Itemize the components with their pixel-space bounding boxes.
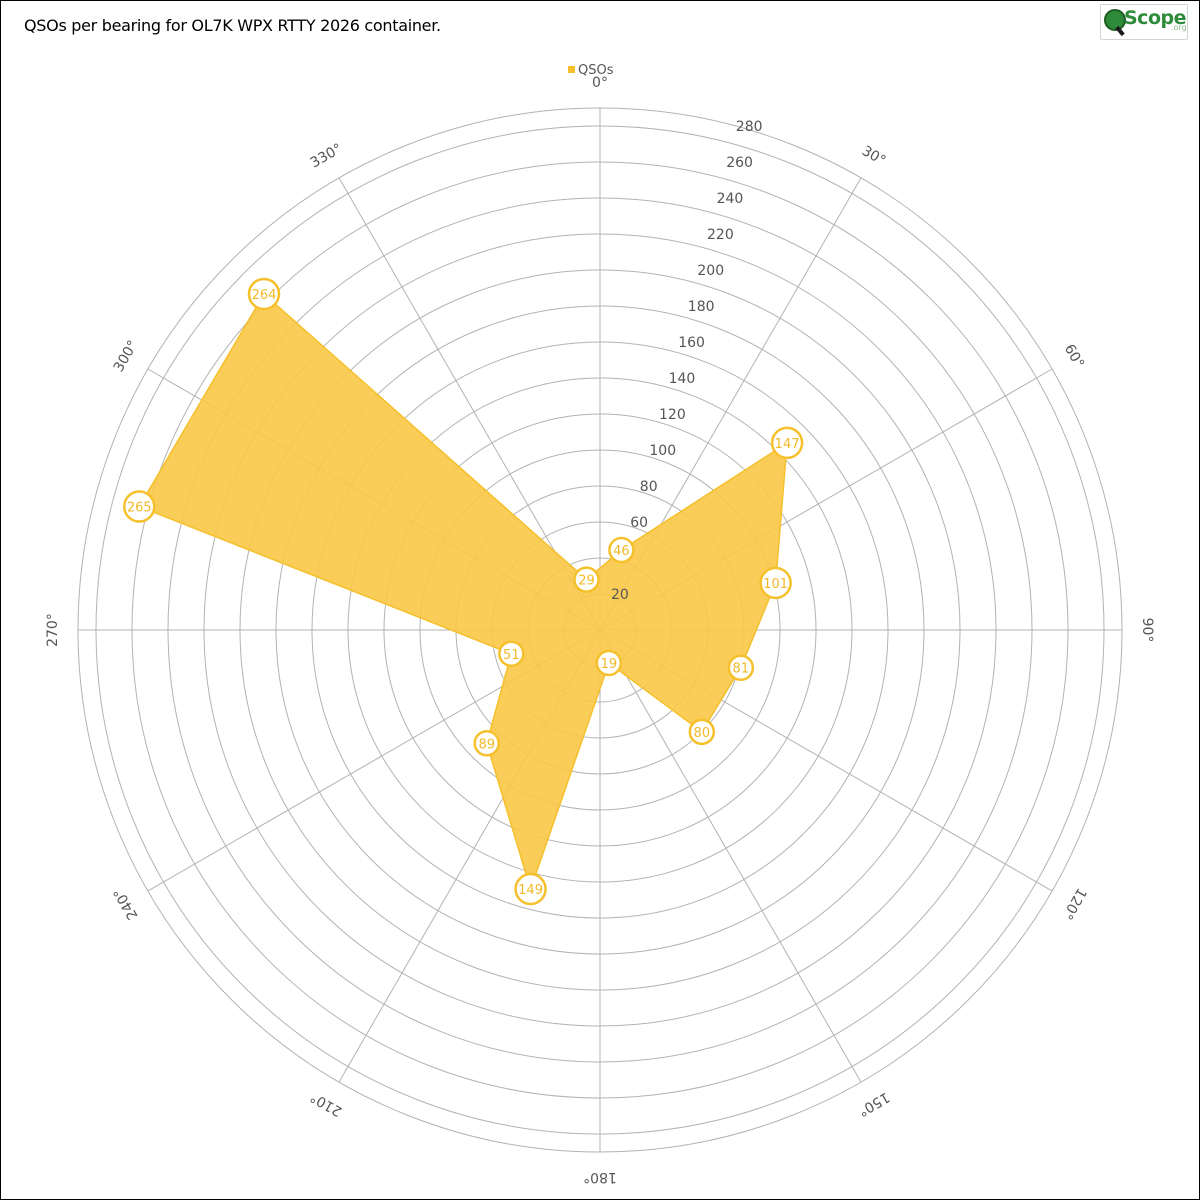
radial-tick-label: 280	[736, 119, 763, 135]
qscope-logo[interactable]: Scope .org	[1100, 4, 1188, 40]
angle-tick-label: 150°	[855, 1089, 892, 1120]
data-point-label: 265	[127, 501, 152, 516]
data-markers: 46 147 101 81 80 19 149 89 51 265 264 29	[123, 277, 804, 906]
chart-title: QSOs per bearing for OL7K WPX RTTY 2026 …	[24, 16, 441, 35]
radial-tick-label: 260	[726, 155, 753, 171]
radial-tick-label: 220	[707, 227, 734, 243]
legend[interactable]: QSOs	[568, 63, 614, 78]
data-point-marker[interactable]	[759, 566, 792, 600]
data-point-label: 147	[775, 437, 800, 452]
data-point-label: 81	[733, 662, 750, 677]
radial-tick-label: 120	[659, 407, 686, 423]
data-point-marker[interactable]	[595, 649, 623, 677]
angle-tick-label: 270°	[45, 613, 61, 647]
angle-tick-label: 180°	[583, 1169, 617, 1185]
radial-tick-label: 200	[697, 263, 724, 279]
legend-swatch	[568, 66, 575, 73]
spoke-150	[599, 629, 862, 1083]
radial-tick-label: 100	[649, 443, 676, 459]
data-point-marker[interactable]	[688, 718, 716, 746]
angle-tick-label: 90°	[1139, 618, 1155, 643]
data-point-label: 89	[478, 737, 495, 752]
data-point-marker[interactable]	[573, 566, 600, 593]
data-point-marker[interactable]	[770, 426, 804, 460]
radial-tick-label: 80	[640, 479, 658, 495]
data-point-marker[interactable]	[514, 872, 547, 906]
radial-tick-label: 160	[678, 335, 705, 351]
logo-tld: .org	[1171, 23, 1187, 32]
angle-tick-label: 210°	[308, 1089, 345, 1120]
radial-tick-label: 20	[611, 587, 629, 603]
data-point-marker[interactable]	[498, 640, 525, 668]
angle-tick-label: 240°	[111, 885, 142, 922]
data-point-marker[interactable]	[123, 490, 156, 523]
radial-tick-label: 180	[688, 299, 715, 315]
radial-tick-labels: 20 60 80 100 120 140 160 180 200 220 240 260 280	[611, 119, 763, 603]
data-point-marker[interactable]	[727, 654, 755, 681]
data-point-label: 46	[613, 544, 630, 559]
data-point-label: 80	[694, 726, 711, 741]
data-point-label: 29	[578, 574, 595, 589]
data-point-label: 149	[518, 883, 543, 898]
data-point-label: 19	[601, 657, 618, 672]
legend-label: QSOs	[578, 63, 614, 78]
angle-tick-label: 120°	[1059, 885, 1090, 922]
data-point-marker[interactable]	[608, 536, 635, 564]
angle-tick-label: 30°	[859, 143, 889, 169]
angle-tick-label: 330°	[308, 141, 345, 172]
magnifier-icon	[1104, 9, 1126, 31]
angle-tick-label: 60°	[1061, 342, 1087, 372]
angle-tick-label: 0°	[592, 75, 608, 91]
data-point-marker[interactable]	[247, 277, 281, 311]
radial-tick-label: 140	[669, 371, 696, 387]
radial-tick-label: 240	[717, 191, 744, 207]
radial-tick-label: 60	[630, 515, 648, 531]
data-point-label: 264	[252, 288, 277, 303]
data-point-label: 51	[503, 648, 520, 663]
data-point-label: 101	[763, 577, 788, 592]
data-point-marker[interactable]	[473, 730, 500, 757]
angle-tick-label: 300°	[111, 338, 142, 375]
logo-word: Scope	[1124, 7, 1187, 29]
